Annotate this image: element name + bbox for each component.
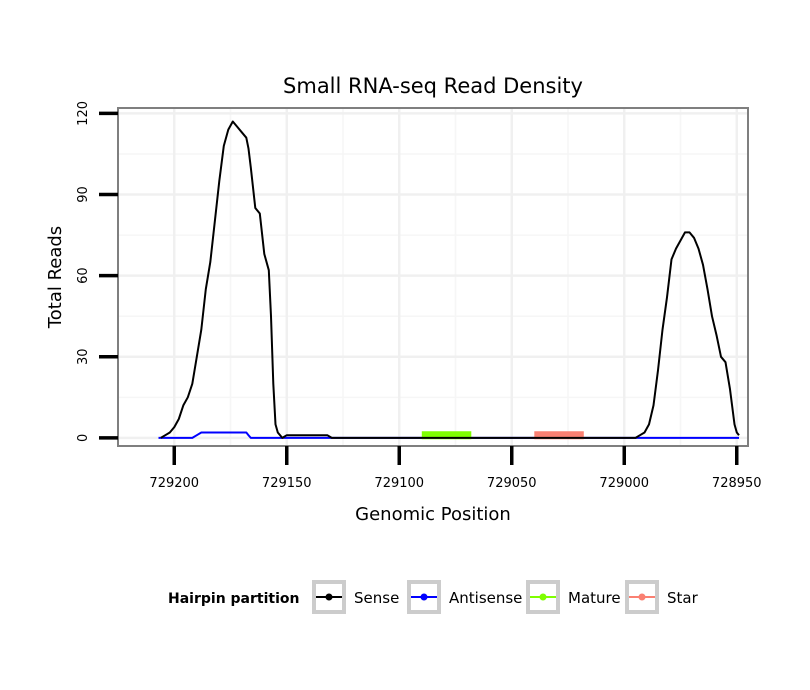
x-tick-label: 729050 [487, 476, 537, 491]
x-tick-label: 729100 [374, 476, 424, 491]
y-tick-label: 90 [76, 186, 91, 203]
legend-title: Hairpin partition [168, 591, 299, 607]
legend-item-sense: Sense [312, 580, 399, 614]
legend-key-point [420, 593, 428, 601]
x-tick-label: 729000 [599, 476, 649, 491]
legend-label: Star [667, 589, 699, 607]
legend-key-point [539, 593, 547, 601]
minor-grid [118, 108, 748, 446]
series-line-sense [160, 120, 740, 439]
y-tick-label: 30 [76, 348, 91, 365]
x-axis: 729200 729150 729100 729050 729000 728950 [149, 446, 762, 491]
legend-label: Sense [354, 589, 399, 607]
legend-item-mature: Mature [526, 580, 621, 614]
y-axis: 0 30 60 90 120 [76, 101, 118, 442]
y-axis-title: Total Reads [45, 226, 66, 329]
legend-label: Mature [568, 589, 621, 607]
x-axis-title: Genomic Position [355, 504, 511, 525]
legend-key-point [638, 593, 646, 601]
y-tick-label: 60 [76, 267, 91, 284]
major-grid [118, 108, 748, 446]
x-tick-label: 728950 [712, 476, 762, 491]
legend-key-point [325, 593, 333, 601]
legend: Hairpin partition Sense Antisense Mature St… [168, 580, 699, 614]
plot-panel-border [117, 107, 749, 447]
y-tick-label: 0 [76, 434, 91, 442]
legend-item-star: Star [625, 580, 699, 614]
chart-title: Small RNA-seq Read Density [283, 74, 583, 98]
y-tick-label: 120 [76, 101, 91, 126]
legend-item-antisense: Antisense [407, 580, 522, 614]
legend-label: Antisense [449, 589, 522, 607]
x-tick-label: 729200 [149, 476, 199, 491]
series-layer [158, 120, 740, 440]
x-tick-label: 729150 [262, 476, 312, 491]
